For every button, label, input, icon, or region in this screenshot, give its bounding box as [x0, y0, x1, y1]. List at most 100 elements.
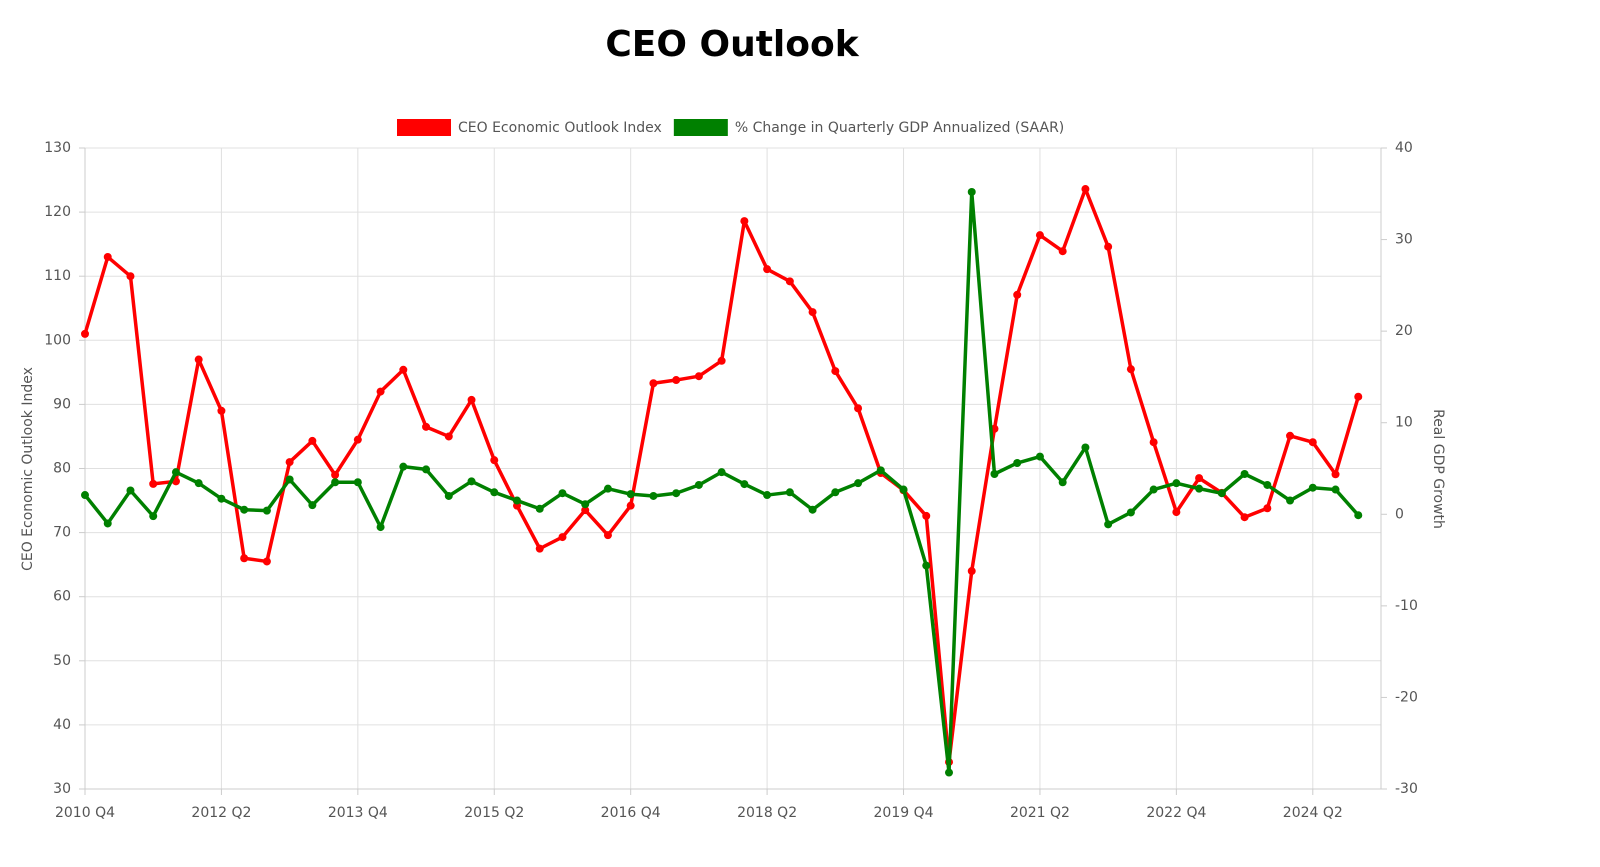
y2-tick-label: 30	[1395, 232, 1413, 248]
y-tick-label: 90	[53, 396, 71, 412]
point	[740, 217, 749, 226]
point	[126, 272, 135, 281]
point	[240, 505, 249, 514]
point	[194, 479, 203, 488]
point	[444, 491, 453, 500]
point	[945, 768, 953, 777]
x-tick-label: 2022 Q4	[1146, 805, 1206, 821]
point	[81, 491, 89, 500]
point	[854, 404, 863, 413]
point	[899, 485, 908, 494]
point	[513, 496, 521, 505]
point	[1331, 470, 1340, 479]
point	[308, 501, 317, 510]
point	[353, 435, 362, 444]
x-tick-label: 2013 Q4	[328, 805, 388, 821]
point	[1354, 392, 1363, 401]
point	[1058, 247, 1067, 256]
point	[672, 376, 681, 385]
point	[1263, 480, 1272, 489]
point	[1013, 459, 1022, 468]
point	[1217, 489, 1226, 498]
point	[1172, 479, 1181, 488]
x-tick-label: 2019 Q4	[874, 805, 934, 821]
y-tick-label: 80	[53, 461, 71, 477]
point	[422, 422, 431, 431]
point	[444, 432, 453, 441]
point	[967, 567, 976, 576]
y2-axis-title: Real GDP Growth	[1430, 409, 1446, 529]
point	[1035, 452, 1044, 461]
point	[1035, 231, 1044, 240]
point	[967, 187, 976, 196]
y2-tick-label: 0	[1395, 506, 1404, 522]
y2-tick-label: -20	[1395, 689, 1418, 705]
point	[1240, 469, 1249, 478]
point	[1331, 485, 1340, 494]
point	[1149, 485, 1158, 494]
point	[558, 489, 567, 498]
point	[490, 456, 499, 465]
point	[626, 490, 635, 499]
point	[1308, 438, 1317, 447]
point	[922, 511, 931, 520]
legend-swatch	[673, 119, 728, 136]
point	[1081, 443, 1090, 452]
point	[171, 468, 180, 477]
y2-tick-label: -30	[1395, 781, 1418, 797]
point	[1126, 365, 1135, 374]
point	[331, 470, 340, 479]
point	[1195, 484, 1204, 493]
point	[558, 533, 567, 542]
y2-tick-label: 20	[1395, 323, 1413, 339]
point	[694, 480, 703, 489]
point	[1286, 496, 1295, 505]
point	[1172, 508, 1181, 517]
point	[603, 531, 612, 540]
point	[1149, 438, 1158, 447]
point	[1058, 478, 1067, 487]
point	[717, 468, 726, 477]
point	[194, 355, 203, 364]
point	[126, 486, 135, 495]
point	[490, 488, 499, 497]
point	[399, 462, 408, 471]
y-tick-label: 30	[53, 781, 71, 797]
point	[353, 478, 362, 487]
point	[785, 277, 794, 286]
point	[990, 469, 999, 478]
point	[376, 523, 385, 532]
point	[854, 479, 863, 488]
y-tick-label: 120	[44, 204, 71, 220]
point	[1104, 242, 1113, 251]
y-tick-label: 50	[53, 653, 71, 669]
point	[103, 519, 112, 528]
point	[1013, 290, 1022, 299]
point	[1354, 511, 1363, 520]
chart-title: CEO Outlook	[605, 24, 859, 65]
point	[149, 479, 158, 488]
point	[262, 506, 271, 515]
point	[808, 308, 817, 317]
point	[1263, 504, 1272, 513]
y-tick-label: 70	[53, 525, 71, 541]
y-tick-label: 60	[53, 589, 71, 605]
point	[1195, 474, 1204, 483]
y2-tick-label: 10	[1395, 415, 1413, 431]
point	[535, 504, 544, 513]
legend-label: % Change in Quarterly GDP Annualized (SA…	[735, 120, 1064, 136]
point	[285, 458, 294, 467]
point	[1286, 431, 1295, 440]
y2-tick-label: -10	[1395, 598, 1418, 614]
legend-swatch	[397, 119, 451, 136]
point	[1308, 483, 1317, 492]
y-tick-label: 100	[44, 332, 71, 348]
point	[876, 466, 885, 475]
x-tick-label: 2015 Q2	[464, 805, 524, 821]
point	[649, 379, 658, 388]
point	[467, 477, 476, 486]
point	[308, 436, 317, 445]
y-tick-label: 130	[44, 140, 71, 156]
point	[399, 365, 408, 374]
y-tick-label: 40	[53, 717, 71, 733]
